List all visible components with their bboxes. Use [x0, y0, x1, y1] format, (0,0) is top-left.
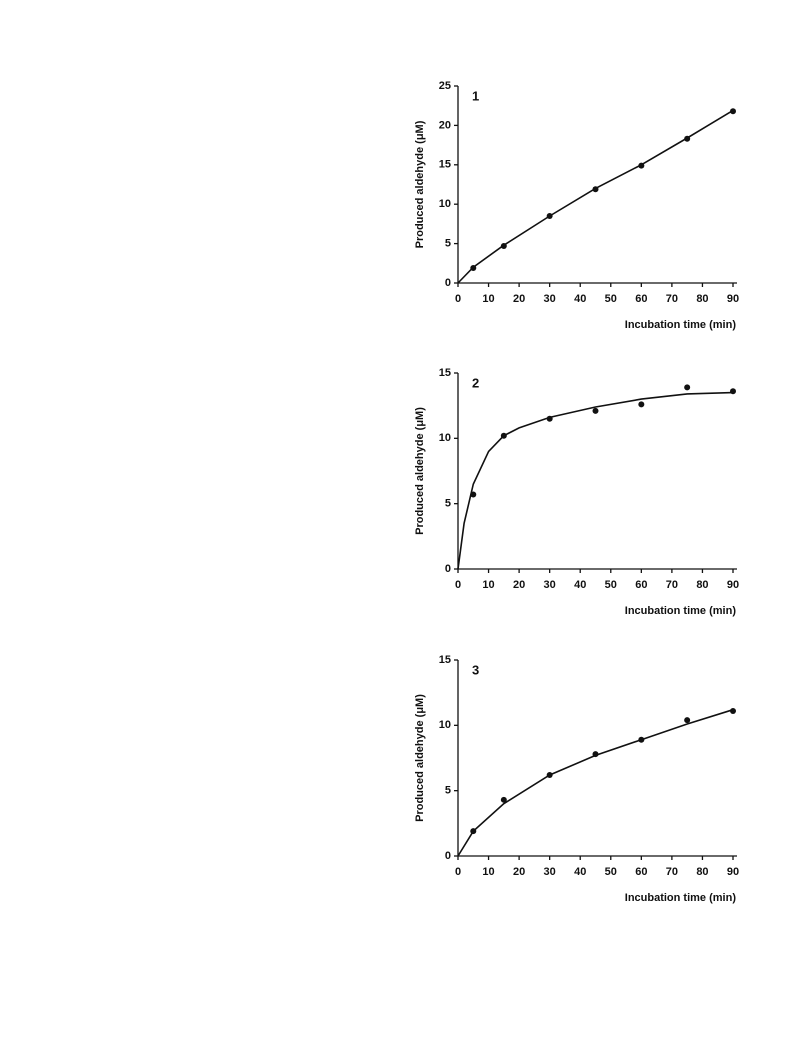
- y-tick-label: 0: [445, 563, 451, 575]
- x-tick-label: 0: [455, 579, 461, 591]
- x-tick-label: 80: [696, 866, 708, 878]
- fit-curve: [457, 109, 734, 284]
- data-point: [638, 162, 645, 169]
- x-tick-label: 70: [666, 866, 678, 878]
- data-point: [730, 108, 736, 115]
- x-tick-label: 20: [513, 293, 525, 305]
- x-tick-label: 30: [544, 579, 556, 591]
- data-point: [684, 717, 691, 724]
- data-point: [500, 796, 507, 803]
- x-tick-label: 30: [544, 293, 556, 305]
- data-point: [684, 135, 691, 142]
- x-tick-label: 0: [455, 293, 461, 305]
- x-tick-label: 90: [727, 293, 739, 305]
- panel-label: 3: [472, 662, 479, 677]
- x-tick-label: 80: [696, 579, 708, 591]
- data-point: [470, 491, 477, 498]
- y-tick-label: 5: [445, 785, 451, 797]
- data-point: [592, 751, 599, 758]
- data-point: [546, 415, 553, 422]
- y-tick-label: 5: [445, 498, 451, 510]
- x-tick-label: 10: [482, 293, 494, 305]
- x-tick-label: 20: [513, 866, 525, 878]
- x-axis-label: Incubation time (min): [625, 892, 737, 904]
- x-tick-label: 90: [727, 866, 739, 878]
- y-tick-label: 15: [439, 654, 451, 666]
- y-tick-label: 20: [439, 119, 451, 131]
- data-point: [470, 265, 477, 272]
- x-tick-label: 0: [455, 866, 461, 878]
- y-axis-label: Produced aldehyde (μM): [414, 694, 426, 822]
- y-tick-label: 25: [439, 80, 451, 92]
- x-tick-label: 40: [574, 293, 586, 305]
- x-tick-label: 90: [727, 579, 739, 591]
- data-point: [470, 828, 477, 835]
- data-point: [592, 186, 599, 193]
- y-axis-label: Produced aldehyde (μM): [414, 120, 426, 248]
- x-tick-label: 50: [605, 579, 617, 591]
- data-point: [638, 401, 645, 408]
- x-tick-label: 30: [544, 866, 556, 878]
- data-point: [546, 771, 553, 778]
- y-axis-label: Produced aldehyde (μM): [414, 407, 426, 535]
- data-point: [592, 407, 599, 414]
- x-tick-label: 40: [574, 579, 586, 591]
- y-tick-label: 10: [439, 198, 451, 210]
- y-tick-label: 15: [439, 159, 451, 171]
- x-tick-label: 80: [696, 293, 708, 305]
- panel-label: 2: [472, 375, 479, 390]
- x-tick-label: 60: [635, 866, 647, 878]
- x-tick-label: 50: [605, 293, 617, 305]
- panel-label: 1: [472, 88, 479, 103]
- x-tick-label: 70: [666, 579, 678, 591]
- data-point: [500, 432, 507, 439]
- x-axis-label: Incubation time (min): [625, 319, 737, 331]
- x-tick-label: 60: [635, 293, 647, 305]
- y-tick-label: 10: [439, 719, 451, 731]
- data-point: [546, 213, 553, 220]
- x-tick-label: 50: [605, 866, 617, 878]
- fit-curve: [457, 391, 734, 570]
- x-tick-label: 20: [513, 579, 525, 591]
- x-axis-label: Incubation time (min): [625, 605, 737, 617]
- data-point: [684, 384, 691, 391]
- y-tick-label: 0: [445, 850, 451, 862]
- x-tick-label: 70: [666, 293, 678, 305]
- x-tick-label: 10: [482, 579, 494, 591]
- x-tick-label: 60: [635, 579, 647, 591]
- data-point: [730, 707, 736, 714]
- y-tick-label: 5: [445, 238, 451, 250]
- x-tick-label: 40: [574, 866, 586, 878]
- y-tick-label: 15: [439, 367, 451, 379]
- y-tick-label: 10: [439, 432, 451, 444]
- data-point: [638, 736, 645, 743]
- x-tick-label: 10: [482, 866, 494, 878]
- y-tick-label: 0: [445, 277, 451, 289]
- data-point: [730, 388, 736, 395]
- data-point: [500, 242, 507, 249]
- fit-curve: [457, 708, 734, 857]
